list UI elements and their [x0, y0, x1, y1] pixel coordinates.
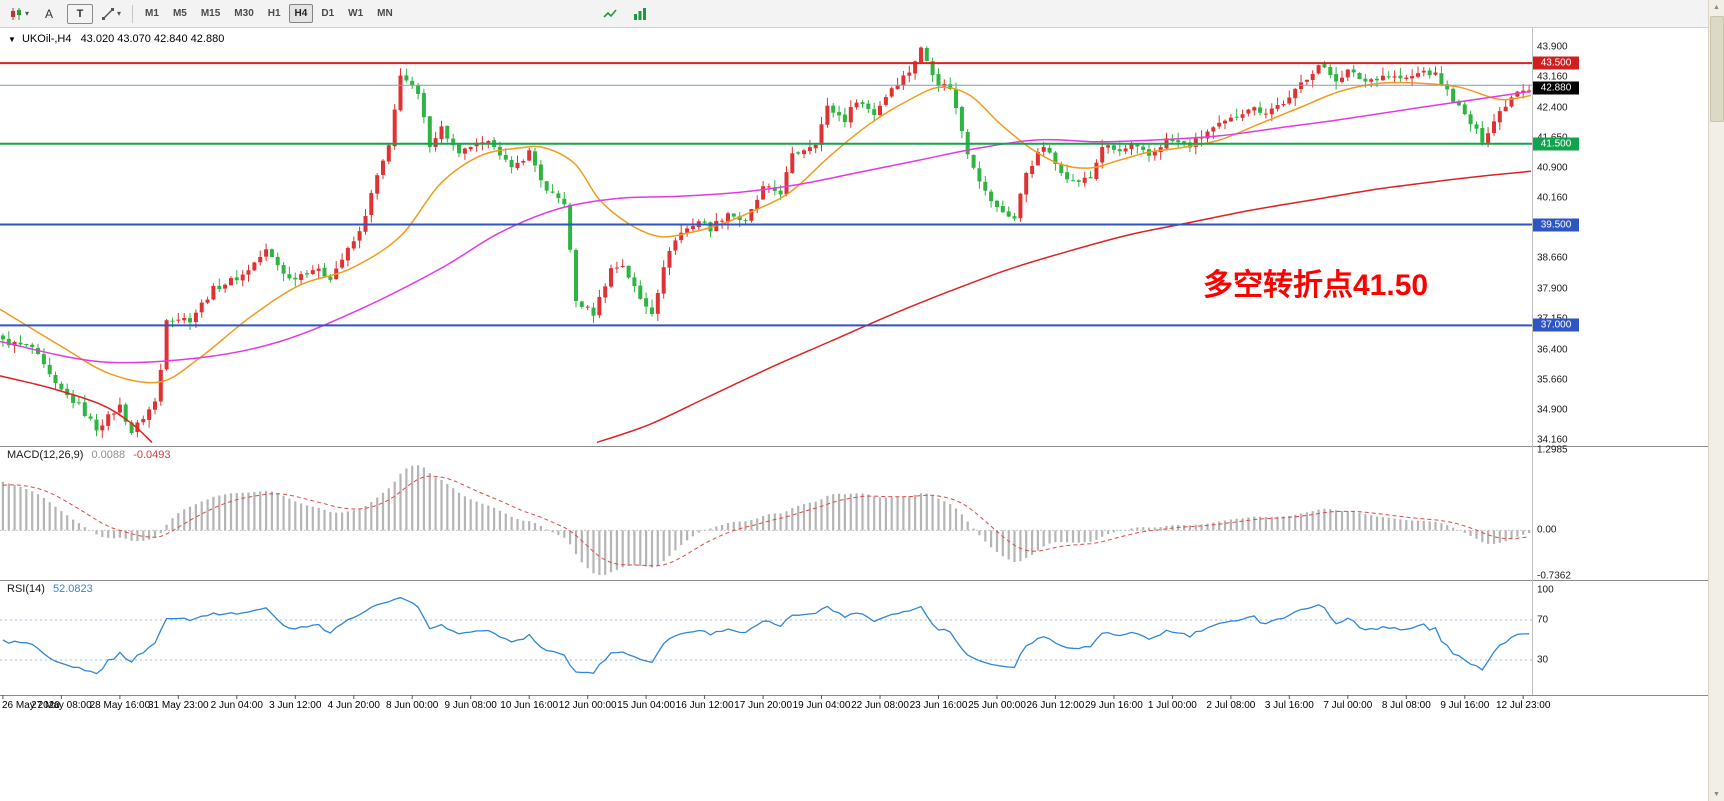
timeframe-button-m1[interactable]: M1 — [145, 8, 159, 19]
scrollbar-thumb[interactable] — [1710, 16, 1724, 122]
time-axis-label: 27 May 08:00 — [31, 700, 92, 711]
price-axis-label: 37.900 — [1537, 283, 1568, 295]
time-axis-label: 23 Jun 16:00 — [909, 700, 968, 711]
rsi-name: RSI(14) — [7, 583, 45, 595]
timeframe-button-h4[interactable]: H4 — [288, 4, 314, 23]
time-axis-label: 15 Jun 04:00 — [617, 700, 676, 711]
timeframe-button-w1[interactable]: W1 — [348, 8, 364, 19]
macd-axis-label: 1.2985 — [1537, 444, 1568, 456]
macd-label: MACD(12,26,9) 0.0088 -0.0493 — [7, 449, 171, 461]
price-axis-label: 43.160 — [1537, 71, 1568, 83]
ma-orange-line — [0, 81, 1532, 384]
text-label-tool-button[interactable]: A — [45, 6, 54, 21]
symbol-title: ▼ UKOil-,H4 43.020 43.070 42.840 42.880 — [8, 33, 224, 45]
time-axis-label: 1 Jul 00:00 — [1147, 700, 1197, 711]
scrollbar-down-arrow-icon[interactable]: ▼ — [1713, 790, 1720, 798]
time-axis-label: 22 Jun 08:00 — [851, 700, 909, 711]
macd-histogram — [1, 465, 1531, 575]
toolbar-separator — [132, 4, 134, 23]
main-toolbar: ▾ A T ▾ M1 M5 M15 M30 H1 H4 D1 W1 MN — [0, 0, 1724, 28]
ma-magenta-line — [0, 90, 1532, 364]
time-axis-label: 8 Jul 08:00 — [1381, 700, 1431, 711]
chart-type-button[interactable]: ▾ — [4, 2, 34, 26]
green-bars-icon — [633, 7, 646, 20]
time-axis-label: 25 Jun 00:00 — [968, 700, 1026, 711]
time-axis-label: 2 Jun 04:00 — [210, 700, 263, 711]
macd-name: MACD(12,26,9) — [7, 449, 84, 461]
macd-axis-label: 0.00 — [1537, 524, 1557, 536]
macd-signal-value: -0.0493 — [133, 449, 171, 461]
symbol-period-text: UKOil-,H4 — [21, 33, 72, 45]
time-axis-label: 26 Jun 12:00 — [1026, 700, 1085, 711]
chart-annotation-text[interactable]: 多空转折点41.50 — [1203, 269, 1429, 302]
time-axis-label: 3 Jul 16:00 — [1264, 700, 1314, 711]
time-axis-label: 29 Jun 16:00 — [1084, 700, 1143, 711]
time-axis-label: 2 Jul 08:00 — [1206, 700, 1256, 711]
timeframe-button-d1[interactable]: D1 — [321, 8, 335, 19]
rsi-label: RSI(14) 52.0823 — [7, 583, 93, 595]
time-axis-label: 9 Jun 08:00 — [444, 700, 497, 711]
symbol-ohlc-text: 43.020 43.070 42.840 42.880 — [80, 33, 225, 45]
green-line-chart-icon — [603, 8, 617, 18]
ma-red-line — [596, 170, 1532, 444]
price-line-badge: 43.500 — [1533, 56, 1579, 70]
price-line-badge: 37.000 — [1533, 318, 1579, 332]
vertical-scrollbar[interactable]: ▲ ▼ — [1708, 0, 1724, 801]
price-axis-label: 36.400 — [1537, 344, 1568, 356]
price-axis-label: 34.900 — [1537, 404, 1568, 416]
rsi-axis-label: 100 — [1537, 584, 1554, 596]
rsi-axis-label: 70 — [1537, 614, 1549, 626]
time-axis-label: 10 Jun 16:00 — [500, 700, 559, 711]
time-axis-label: 3 Jun 12:00 — [269, 700, 322, 711]
time-axis-label: 4 Jun 20:00 — [327, 700, 380, 711]
macd-main-value: 0.0088 — [91, 449, 126, 461]
time-axis-label: 28 May 16:00 — [89, 700, 151, 711]
rsi-line — [2, 596, 1530, 675]
time-axis-label: 17 Jun 20:00 — [734, 700, 793, 711]
time-axis-label: 9 Jul 16:00 — [1440, 700, 1490, 711]
timeframe-button-mn[interactable]: MN — [377, 8, 393, 19]
time-axis-label: 12 Jun 00:00 — [558, 700, 617, 711]
price-axis-label: 42.400 — [1537, 102, 1568, 113]
price-axis-label: 38.660 — [1537, 252, 1568, 264]
timeframe-button-m15[interactable]: M15 — [200, 8, 221, 19]
autoscroll-button[interactable] — [595, 2, 625, 26]
price-axis-label: 40.160 — [1537, 192, 1568, 204]
ma-red-line — [0, 375, 153, 443]
macd-axis-label: -0.7362 — [1537, 570, 1571, 582]
price-axis-label: 43.900 — [1537, 41, 1568, 53]
timeframe-group: M1 M5 M15 M30 H1 H4 D1 W1 MN — [139, 4, 399, 23]
time-axis-label: 31 May 23:00 — [147, 700, 209, 711]
time-axis-label: 16 Jun 12:00 — [675, 700, 734, 711]
timeframe-button-h1[interactable]: H1 — [267, 8, 281, 19]
candlestick-chart-icon — [11, 7, 21, 20]
rsi-axis-label: 30 — [1537, 654, 1549, 666]
rsi-value: 52.0823 — [52, 583, 93, 595]
symbol-marker-icon: ▼ — [8, 35, 16, 44]
text-tool-button[interactable]: T — [67, 3, 94, 24]
timeframe-button-m30[interactable]: M30 — [234, 8, 254, 19]
macd-signal-line — [2, 475, 1530, 567]
trendline-icon — [102, 7, 115, 20]
price-axis-label: 40.900 — [1537, 162, 1568, 174]
candles-layer — [0, 46, 1532, 439]
price-line-badge: 39.500 — [1533, 218, 1579, 231]
time-axis-label: 8 Jun 00:00 — [386, 700, 439, 711]
dropdown-caret-icon: ▾ — [117, 9, 122, 18]
scrollbar-up-arrow-icon[interactable]: ▲ — [1713, 3, 1720, 11]
dropdown-caret-icon: ▾ — [25, 9, 30, 18]
time-axis-label: 26 May 2020 — [2, 700, 60, 711]
time-axis-label: 19 Jun 04:00 — [792, 700, 851, 711]
price-axis-label: 35.660 — [1537, 374, 1568, 385]
timeframe-button-m5[interactable]: M5 — [172, 8, 187, 19]
time-axis-label: 7 Jul 00:00 — [1323, 700, 1373, 711]
price-line-badge: 41.500 — [1533, 137, 1579, 151]
time-axis-label: 12 Jul 23:00 — [1495, 700, 1551, 711]
price-axis-label: 34.160 — [1537, 434, 1568, 446]
chart-shift-button[interactable] — [625, 2, 655, 26]
draw-tools-button[interactable]: ▾ — [96, 2, 126, 26]
current-price-badge: 42.880 — [1533, 81, 1579, 95]
